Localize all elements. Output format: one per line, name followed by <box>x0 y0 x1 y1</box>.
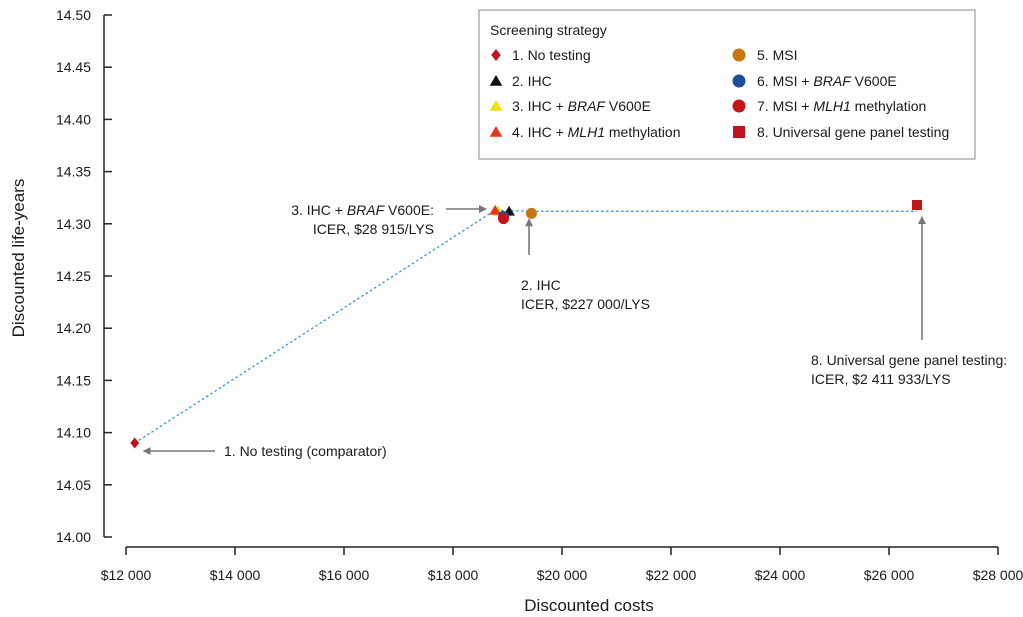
legend-label-4: 4. IHC + MLH1 methylation <box>512 124 680 140</box>
annotation-no-testing-line: 1. No testing (comparator) <box>224 443 387 459</box>
y-tick-label: 14.10 <box>56 425 91 441</box>
legend-title: Screening strategy <box>490 22 607 38</box>
legend-label-5: 5. MSI <box>757 47 797 63</box>
legend-marker-5 <box>732 48 746 62</box>
data-point-series-7 <box>498 213 510 225</box>
data-point-series-8 <box>911 200 922 211</box>
annotation-gene-panel-line: 8. Universal gene panel testing: <box>811 352 1007 368</box>
legend-marker-1 <box>491 49 501 61</box>
legend-label-2: 2. IHC <box>512 73 552 89</box>
y-tick-label: 14.05 <box>56 477 91 493</box>
y-tick-label: 14.40 <box>56 111 91 127</box>
x-tick-label: $12 000 <box>101 567 152 583</box>
y-tick-label: 14.50 <box>56 7 91 23</box>
annotation-gene-panel-line: ICER, $2 411 933/LYS <box>811 371 951 387</box>
y-tick-label: 14.25 <box>56 268 91 284</box>
legend-marker-4 <box>489 126 503 137</box>
x-tick-label: $26 000 <box>864 567 915 583</box>
data-points <box>130 200 922 449</box>
x-axis-title: Discounted costs <box>524 596 653 615</box>
y-tick-label: 14.15 <box>56 372 91 388</box>
legend-label-7: 7. MSI + MLH1 methylation <box>757 98 926 114</box>
data-point-series-5 <box>525 207 537 219</box>
x-tick-label: $22 000 <box>646 567 697 583</box>
legend-marker-2 <box>489 75 503 86</box>
y-tick-label: 14.45 <box>56 59 91 75</box>
x-tick-label: $14 000 <box>210 567 261 583</box>
annotation-ihc-braf-line: 3. IHC + BRAF V600E: <box>291 202 434 218</box>
y-tick-label: 14.20 <box>56 320 91 336</box>
x-tick-label: $28 000 <box>973 567 1023 583</box>
legend-label-1: 1. No testing <box>512 47 591 63</box>
legend-marker-8 <box>733 126 745 138</box>
y-tick-label: 14.30 <box>56 216 91 232</box>
frontier-polyline <box>134 209 917 444</box>
x-tick-label: $20 000 <box>537 567 588 583</box>
legend-label-6: 6. MSI + BRAF V600E <box>757 73 897 89</box>
legend: Screening strategy 1. No testing 2. IHC 3. … <box>478 9 976 160</box>
data-point-series-4 <box>489 204 501 215</box>
annotation-ihc-line: ICER, $227 000/LYS <box>521 296 650 312</box>
x-tick-label: $18 000 <box>428 567 479 583</box>
x-tick-label: $24 000 <box>755 567 806 583</box>
y-tick-label: 14.00 <box>56 529 91 545</box>
y-tick-label: 14.35 <box>56 164 91 180</box>
legend-marker-7 <box>732 99 746 113</box>
y-axis-title: Discounted life-years <box>9 179 28 338</box>
legend-marker-3 <box>489 100 503 111</box>
axes: 14.00 14.05 14.10 14.15 14.20 14.25 14.30 14.35… <box>56 7 1023 583</box>
legend-label-8: 8. Universal gene panel testing <box>757 124 949 140</box>
annotations: 1. No testing (comparator) 3. IHC + BRAF … <box>142 202 1007 459</box>
annotation-ihc-braf-line: ICER, $28 915/LYS <box>313 221 434 237</box>
legend-box <box>478 9 976 160</box>
frontier-line <box>134 209 917 444</box>
data-point-series-1 <box>130 437 140 449</box>
legend-label-3: 3. IHC + BRAF V600E <box>512 98 651 114</box>
x-tick-label: $16 000 <box>319 567 370 583</box>
legend-marker-6 <box>732 74 746 88</box>
annotation-ihc-line: 2. IHC <box>521 277 561 293</box>
